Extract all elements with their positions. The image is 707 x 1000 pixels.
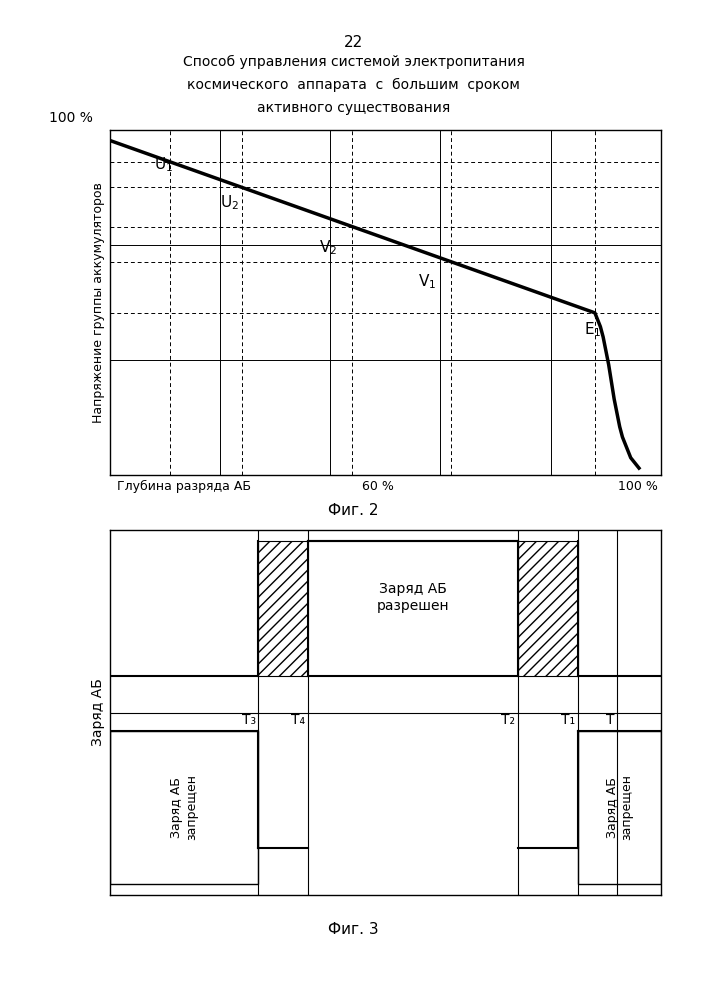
Text: Способ управления системой электропитания: Способ управления системой электропитани… — [182, 55, 525, 69]
Bar — [518, 541, 578, 676]
Text: Заряд АБ
запрещен: Заряд АБ запрещен — [170, 774, 198, 840]
Bar — [110, 731, 259, 884]
Text: Заряд АБ
запрещен: Заряд АБ запрещен — [606, 774, 633, 840]
Bar — [578, 731, 661, 884]
Y-axis label: Напряжение группы аккумуляторов: Напряжение группы аккумуляторов — [93, 182, 105, 423]
Text: космического  аппарата  с  большим  сроком: космического аппарата с большим сроком — [187, 78, 520, 92]
Text: Заряд АБ
разрешен: Заряд АБ разрешен — [377, 582, 449, 613]
Text: T₄: T₄ — [291, 712, 305, 726]
Text: 22: 22 — [344, 35, 363, 50]
Y-axis label: Заряд АБ: Заряд АБ — [91, 679, 105, 746]
Text: U$_1$: U$_1$ — [153, 155, 173, 174]
Text: T: T — [606, 712, 614, 726]
Bar — [259, 541, 308, 676]
Text: 60 %: 60 % — [362, 480, 395, 493]
Text: V$_1$: V$_1$ — [419, 272, 437, 291]
Text: Фиг. 3: Фиг. 3 — [328, 922, 379, 937]
Text: 100 %: 100 % — [618, 480, 658, 493]
Text: Глубина разряда АБ: Глубина разряда АБ — [117, 480, 251, 493]
Text: U$_2$: U$_2$ — [220, 193, 239, 212]
Text: 100 %: 100 % — [49, 111, 93, 125]
Text: Фиг. 2: Фиг. 2 — [328, 503, 379, 518]
Text: T₃: T₃ — [242, 712, 256, 726]
Text: E$_1$: E$_1$ — [584, 321, 602, 339]
Text: V$_2$: V$_2$ — [319, 238, 337, 257]
Text: активного существования: активного существования — [257, 101, 450, 115]
Text: T₂: T₂ — [501, 712, 515, 726]
Text: T₁: T₁ — [561, 712, 575, 726]
Bar — [308, 541, 518, 676]
